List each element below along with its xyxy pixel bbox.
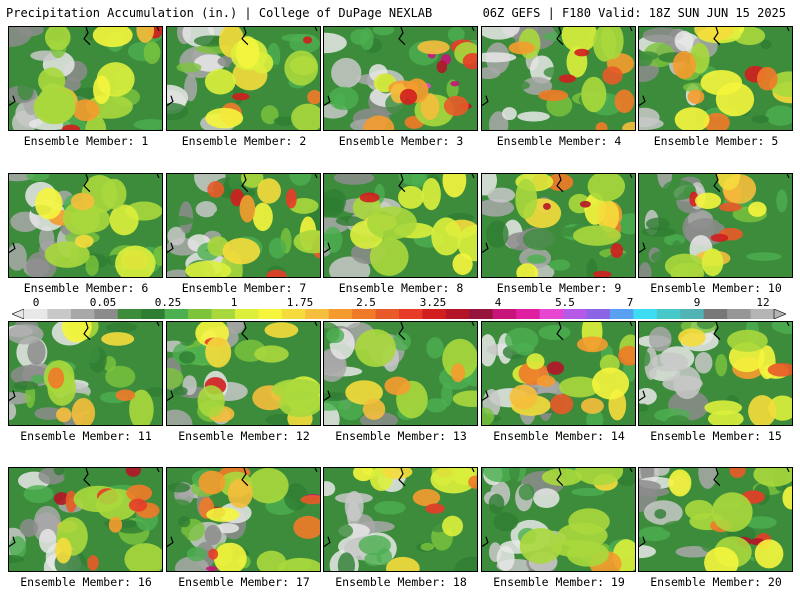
ensemble-member-map	[166, 467, 321, 572]
colorbar-swatch	[727, 309, 752, 319]
colorbar-tick-label: 3.25	[419, 296, 447, 309]
colorbar-tick-label: 0	[32, 296, 40, 309]
ensemble-member-map	[323, 173, 478, 278]
colorbar-swatch	[164, 309, 189, 319]
ensemble-member-label: Ensemble Member: 19	[493, 575, 625, 589]
ensemble-member-map	[638, 467, 793, 572]
ensemble-member-label: Ensemble Member: 10	[650, 281, 782, 295]
ensemble-member-label: Ensemble Member: 6	[23, 281, 149, 295]
colorbar-swatch	[516, 309, 541, 319]
ensemble-member-label: Ensemble Member: 17	[178, 575, 310, 589]
colorbar-swatch	[633, 309, 658, 319]
ensemble-member-map	[8, 26, 163, 131]
ensemble-member-label: Ensemble Member: 12	[178, 429, 310, 443]
colorbar-min-arrow	[12, 309, 25, 319]
ensemble-member-map	[481, 321, 636, 426]
ensemble-member-label: Ensemble Member: 14	[493, 429, 625, 443]
model-valid-time: 06Z GEFS | F180 Valid: 18Z SUN JUN 15 20…	[482, 6, 786, 20]
colorbar-swatch	[539, 309, 564, 319]
colorbar-swatch	[656, 309, 681, 319]
ensemble-member-label: Ensemble Member: 1	[23, 134, 149, 148]
ensemble-member-map	[638, 173, 793, 278]
precip-colorbar	[12, 309, 786, 319]
ensemble-member-label: Ensemble Member: 16	[20, 575, 152, 589]
ensemble-member-map	[638, 26, 793, 131]
ensemble-member-map	[8, 467, 163, 572]
ensemble-member-map	[323, 467, 478, 572]
ensemble-member-label: Ensemble Member: 15	[650, 429, 782, 443]
colorbar-swatch	[680, 309, 705, 319]
colorbar-swatch	[563, 309, 587, 319]
ensemble-member-label: Ensemble Member: 13	[335, 429, 467, 443]
colorbar-swatch	[94, 309, 119, 319]
colorbar-swatch	[422, 309, 447, 319]
colorbar-swatch	[328, 309, 353, 319]
ensemble-member-label: Ensemble Member: 5	[653, 134, 779, 148]
colorbar-swatch	[141, 309, 166, 319]
colorbar-swatch	[117, 309, 142, 319]
colorbar-swatch	[305, 309, 330, 319]
colorbar-swatch	[258, 309, 283, 319]
colorbar-tick-label: 1	[230, 296, 238, 309]
ensemble-member-map	[166, 173, 321, 278]
colorbar-swatch	[703, 309, 728, 319]
colorbar-swatch	[352, 309, 377, 319]
colorbar-tick-label: 9	[693, 296, 701, 309]
colorbar-swatch	[188, 309, 212, 319]
colorbar-swatch	[375, 309, 400, 319]
ensemble-member-label: Ensemble Member: 7	[181, 281, 307, 295]
ensemble-member-label: Ensemble Member: 4	[496, 134, 622, 148]
colorbar-swatch	[24, 309, 48, 319]
colorbar-swatch	[234, 309, 259, 319]
colorbar-max-arrow	[773, 309, 786, 319]
colorbar-tick-label: 0.05	[89, 296, 117, 309]
ensemble-member-map	[481, 467, 636, 572]
ensemble-member-label: Ensemble Member: 9	[496, 281, 622, 295]
colorbar-swatch	[211, 309, 236, 319]
ensemble-member-label: Ensemble Member: 3	[338, 134, 464, 148]
colorbar-swatch	[750, 309, 775, 319]
ensemble-member-map	[323, 26, 478, 131]
colorbar-swatch	[399, 309, 423, 319]
colorbar-tick-label: 0.25	[154, 296, 182, 309]
colorbar-tick-label: 5.5	[555, 296, 575, 309]
colorbar-swatch	[609, 309, 634, 319]
colorbar-swatch	[469, 309, 494, 319]
ensemble-member-map	[323, 321, 478, 426]
colorbar-swatch	[70, 309, 95, 319]
map-title: Precipitation Accumulation (in.) | Colle…	[6, 6, 433, 20]
ensemble-member-map	[8, 321, 163, 426]
ensemble-member-map	[481, 173, 636, 278]
colorbar-swatch	[492, 309, 517, 319]
colorbar-tick-label: 7	[626, 296, 634, 309]
colorbar-tick-label: 12	[756, 296, 770, 309]
colorbar-tick-label: 2.5	[356, 296, 376, 309]
colorbar-swatch	[445, 309, 470, 319]
colorbar-swatch	[281, 309, 306, 319]
colorbar-tick-label: 4	[494, 296, 502, 309]
ensemble-member-map	[166, 321, 321, 426]
ensemble-member-label: Ensemble Member: 2	[181, 134, 307, 148]
ensemble-member-map	[8, 173, 163, 278]
ensemble-member-map	[481, 26, 636, 131]
ensemble-member-label: Ensemble Member: 8	[338, 281, 464, 295]
colorbar-swatch	[47, 309, 72, 319]
ensemble-member-label: Ensemble Member: 11	[20, 429, 152, 443]
ensemble-member-map	[638, 321, 793, 426]
colorbar-swatch	[586, 309, 611, 319]
ensemble-member-label: Ensemble Member: 18	[335, 575, 467, 589]
ensemble-member-label: Ensemble Member: 20	[650, 575, 782, 589]
colorbar-tick-label: 1.75	[286, 296, 314, 309]
ensemble-member-map	[166, 26, 321, 131]
